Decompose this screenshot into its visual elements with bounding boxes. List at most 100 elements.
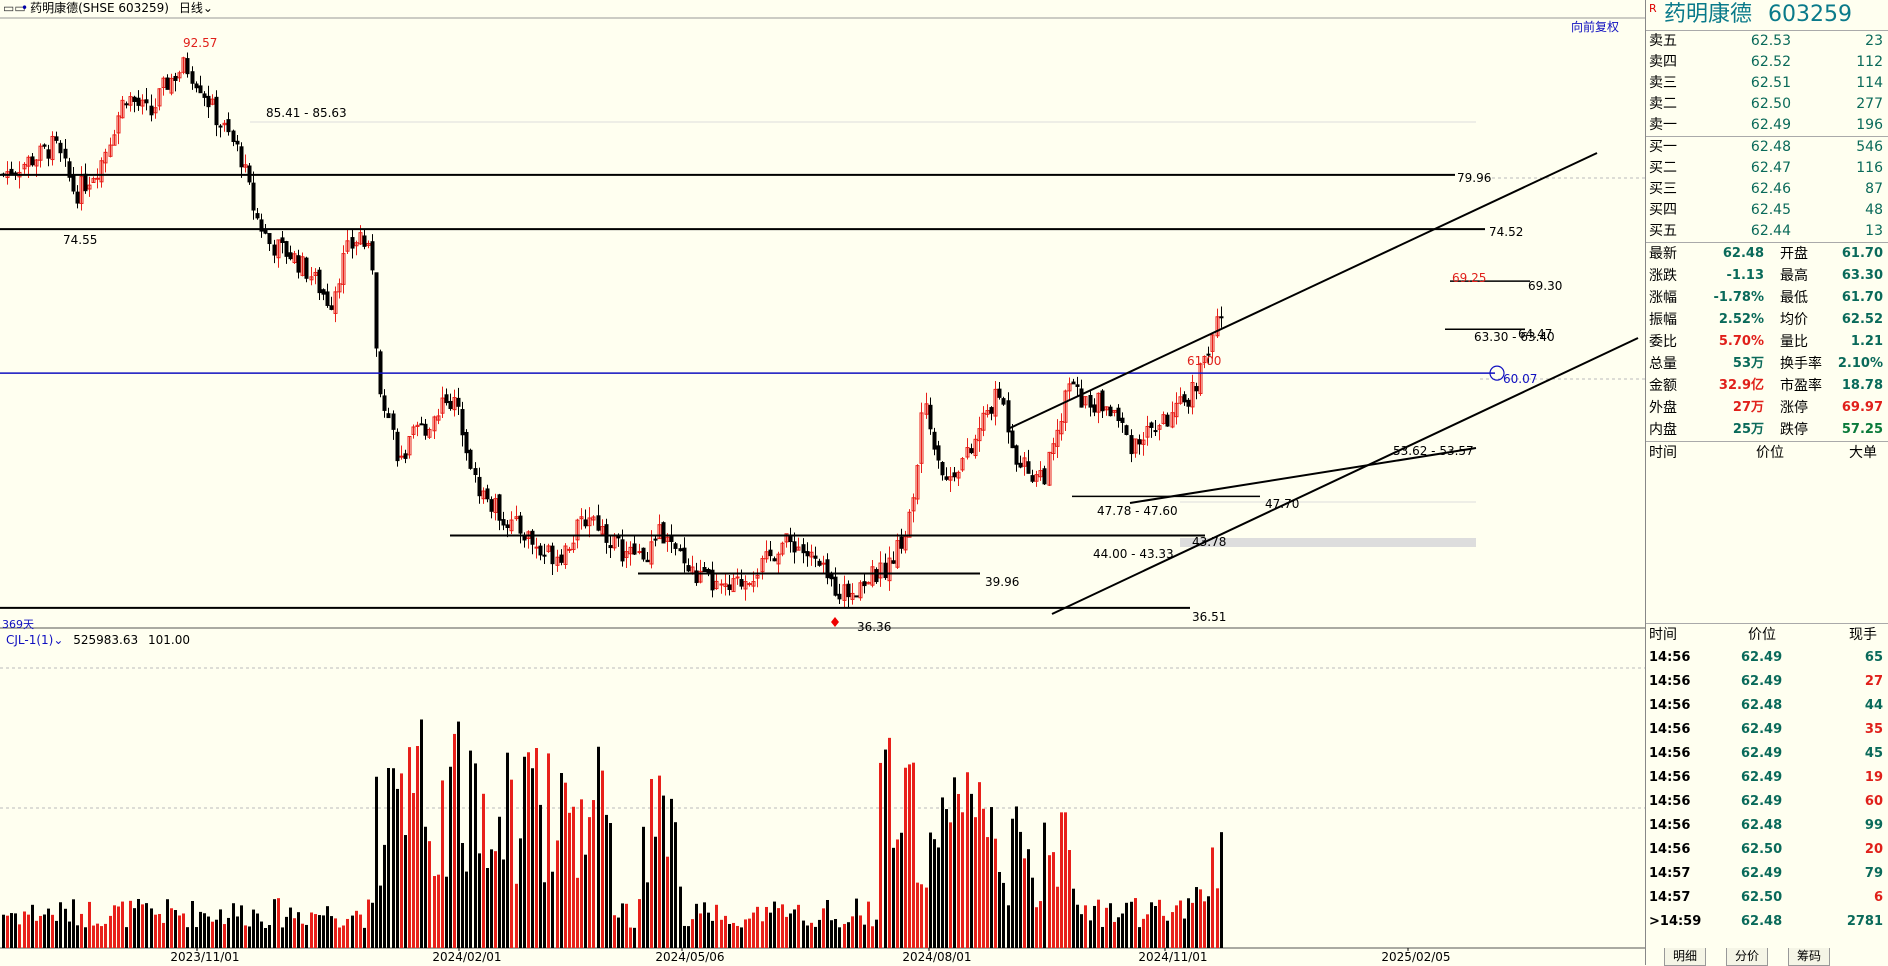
candle-body <box>173 75 178 81</box>
candle-body <box>120 99 125 119</box>
candle-body <box>944 476 949 480</box>
candle-body <box>887 557 892 582</box>
volume-bar <box>72 899 75 948</box>
volume-bar <box>851 916 854 948</box>
candle-body <box>103 151 108 164</box>
tab-chips[interactable]: 筹码 <box>1788 948 1831 966</box>
candle-body <box>924 403 929 415</box>
volume-bar <box>285 916 288 948</box>
volume-bar <box>629 927 632 948</box>
candle-body <box>358 232 363 245</box>
volume-bar <box>281 927 284 948</box>
volume-bar <box>76 925 79 948</box>
volume-bar <box>543 882 546 948</box>
level-price: 62.49 <box>1750 117 1791 133</box>
candle-body <box>177 72 182 79</box>
tab-price-dist[interactable]: 分价 <box>1726 948 1769 966</box>
low-label: 36.36 <box>857 620 891 634</box>
candle-body <box>1182 394 1187 403</box>
volume-bar <box>1121 913 1124 948</box>
volume-bar <box>219 909 222 948</box>
candle-body <box>58 142 63 154</box>
candle-body <box>624 551 629 558</box>
level-price: 62.44 <box>1750 223 1791 239</box>
volume-bar <box>318 915 321 948</box>
candle-body <box>1137 439 1142 445</box>
volume-bar <box>838 927 841 948</box>
candle-body <box>206 95 211 108</box>
tab-detail[interactable]: 明细 <box>1664 948 1707 966</box>
candle-body <box>1153 430 1158 433</box>
menu-icon[interactable]: ▭▭ <box>3 1 26 15</box>
indicator-selector[interactable]: CJL-1(1)⌄ <box>6 633 64 647</box>
volume-bar <box>277 898 280 948</box>
candle-body <box>124 103 129 106</box>
ask-row[interactable]: 卖三 62.51 114 <box>1646 73 1888 94</box>
bid-row[interactable]: 买五 62.44 13 <box>1646 221 1888 242</box>
volume-bar <box>609 823 612 948</box>
volume-bar <box>449 766 452 948</box>
candle-body <box>468 449 473 469</box>
candle-body <box>632 543 637 555</box>
price-marker-icon[interactable] <box>1489 365 1505 381</box>
candle-body <box>649 541 654 565</box>
candle-body <box>657 524 662 540</box>
candle-body <box>723 583 728 587</box>
tick-list[interactable]: 14:56 62.49 65 14:56 62.49 27 14:56 62.48 44 14:5… <box>1646 646 1888 934</box>
candle-body <box>99 160 104 183</box>
panel-tabs: 明细 分价 筹码 <box>1646 948 1888 966</box>
bid-row[interactable]: 买三 62.46 87 <box>1646 179 1888 200</box>
x-axis-tick-label: 2024/05/06 <box>655 950 724 964</box>
volume-bar <box>793 909 796 948</box>
candle-body <box>1022 457 1027 467</box>
candle-body <box>907 511 912 538</box>
candle-body <box>337 283 342 293</box>
candle-body <box>1170 412 1175 428</box>
bid-row[interactable]: 买四 62.45 48 <box>1646 200 1888 221</box>
tick-volume: 99 <box>1864 818 1883 833</box>
candle-body <box>419 423 424 426</box>
volume-bar <box>27 914 30 948</box>
candle-body <box>501 519 506 526</box>
candle-body <box>259 219 264 232</box>
candle-body <box>350 237 355 249</box>
volume-bar <box>1134 898 1137 948</box>
tick-header: 时间 价位 现手 <box>1649 627 1877 643</box>
candle-body <box>169 77 174 94</box>
ask-row[interactable]: 卖五 62.53 23 <box>1646 31 1888 52</box>
volume-bar <box>1162 915 1165 948</box>
stat-value: 32.9亿 <box>1718 378 1764 393</box>
volume-bar <box>683 925 686 948</box>
ask-row[interactable]: 卖四 62.52 112 <box>1646 52 1888 73</box>
tick-volume: 45 <box>1864 746 1883 761</box>
stat-value: 53万 <box>1732 356 1764 371</box>
bid-row[interactable]: 买一 62.48 546 <box>1646 137 1888 158</box>
adjust-mode-button[interactable]: 向前复权 <box>1571 20 1620 34</box>
candle-body <box>731 578 736 593</box>
volume-bar <box>1007 905 1010 948</box>
tick-row: 14:56 62.49 60 <box>1646 790 1888 814</box>
volume-bar <box>367 899 370 948</box>
candle-body <box>870 566 875 586</box>
candle-body <box>969 448 974 454</box>
volume-bar <box>433 876 436 948</box>
peak-label-recent: 69.25 <box>1452 271 1486 285</box>
volume-bar <box>1068 850 1071 948</box>
candle-body <box>1190 382 1195 408</box>
bid-row[interactable]: 买二 62.47 116 <box>1646 158 1888 179</box>
kline-chart[interactable]: 92.57 74.55 36.36 61.00 69.25 85.41 - 85.63 79… <box>0 0 1645 965</box>
peak-label: 61.00 <box>1187 354 1221 368</box>
candle-body <box>30 156 35 166</box>
volume-bar <box>1175 905 1178 948</box>
ask-row[interactable]: 卖二 62.50 277 <box>1646 94 1888 115</box>
ask-row[interactable]: 卖一 62.49 196 <box>1646 115 1888 136</box>
volume-bar <box>416 746 419 948</box>
volume-bar <box>92 925 95 948</box>
candle-body <box>9 168 14 175</box>
volume-bar <box>605 814 608 948</box>
period-selector[interactable]: 日线⌄ <box>178 1 213 15</box>
candle-body <box>190 71 195 84</box>
volume-bar <box>744 919 747 948</box>
stat-row: 金额 32.9亿 市盈率 18.78 <box>1646 375 1888 397</box>
stat-value: 2.52% <box>1718 312 1764 327</box>
